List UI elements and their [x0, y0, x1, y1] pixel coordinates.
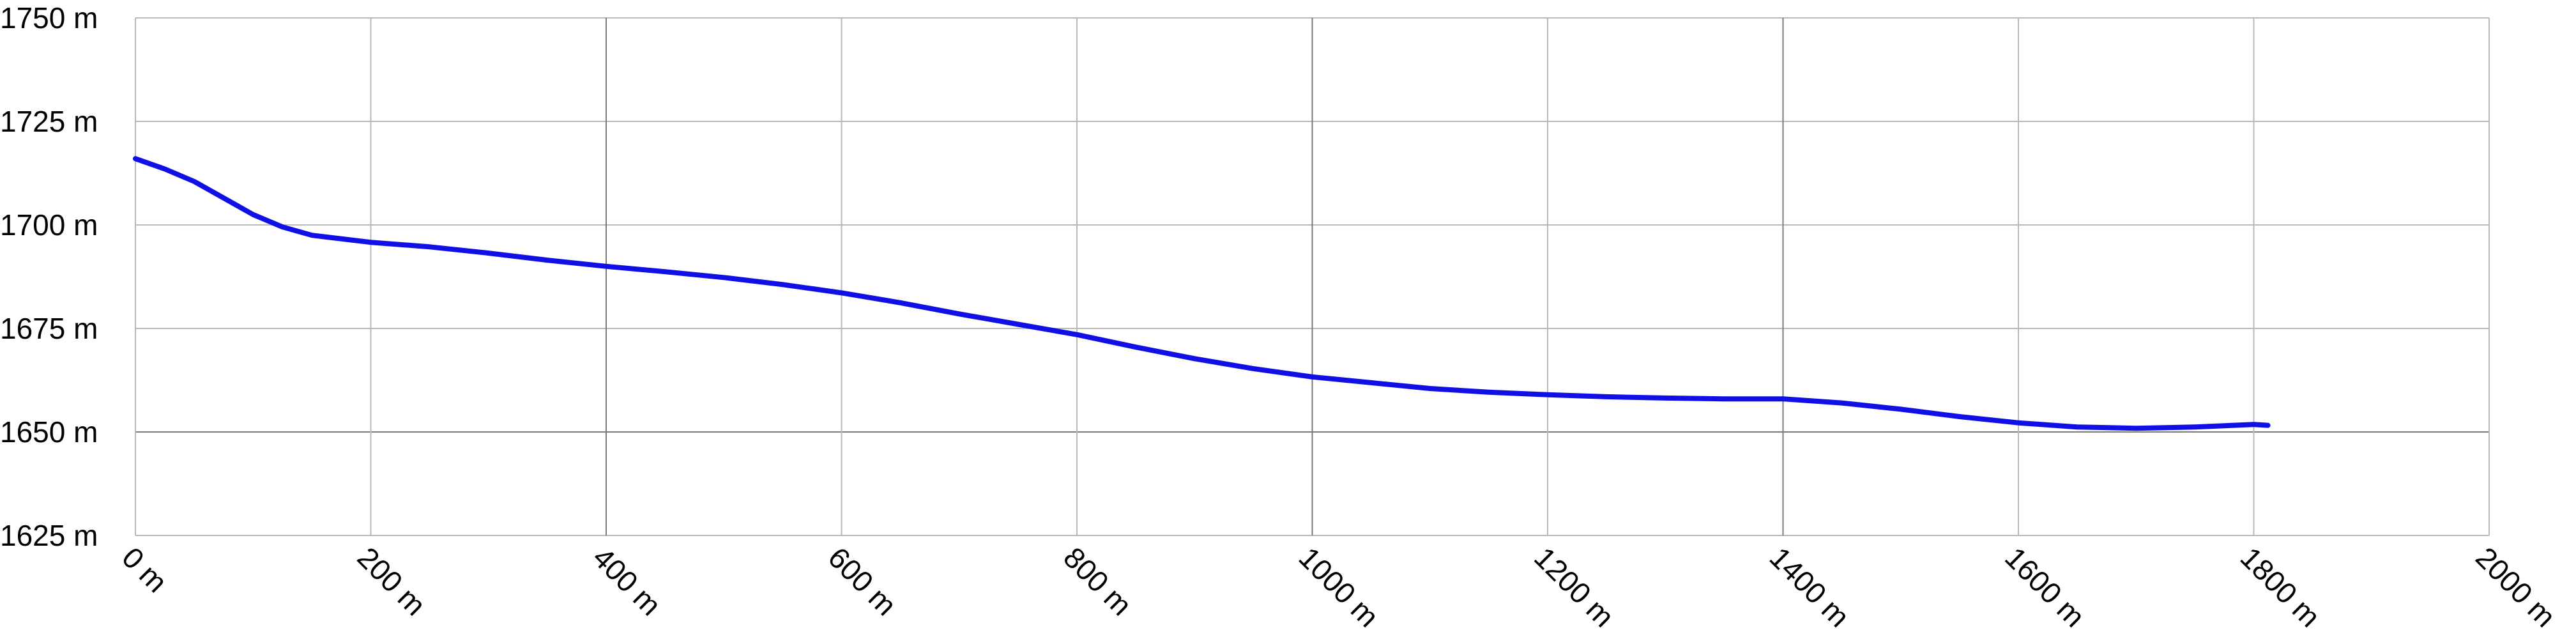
x-tick-label: 1600 m	[1999, 541, 2091, 633]
y-tick-label: 1650 m	[0, 415, 98, 449]
x-tick-label: 1200 m	[1528, 541, 1620, 633]
x-tick-label: 2000 m	[2469, 541, 2562, 633]
x-tick-label: 1800 m	[2234, 541, 2327, 633]
x-tick-label: 0 m	[116, 541, 174, 599]
y-tick-label: 1675 m	[0, 312, 98, 345]
x-axis-ticks: 0 m 200 m 400 m 600 m 800 m 1000 m 1200 m 1400 …	[116, 541, 2562, 633]
x-tick-label: 200 m	[351, 541, 432, 622]
x-tick-label: 1000 m	[1293, 541, 1385, 633]
x-tick-label: 600 m	[822, 541, 903, 622]
grid	[135, 17, 2490, 536]
y-tick-label: 1725 m	[0, 105, 98, 138]
y-tick-label: 1625 m	[0, 519, 98, 552]
y-tick-label: 1750 m	[0, 1, 98, 35]
x-tick-label: 1400 m	[1764, 541, 1856, 633]
y-tick-label: 1700 m	[0, 208, 98, 242]
x-tick-label: 400 m	[586, 541, 667, 622]
y-axis-ticks: 1750 m 1725 m 1700 m 1675 m 1650 m 1625 m	[0, 1, 98, 552]
elevation-series-line	[133, 156, 2271, 431]
series	[133, 156, 2271, 431]
x-tick-label: 800 m	[1057, 541, 1138, 622]
